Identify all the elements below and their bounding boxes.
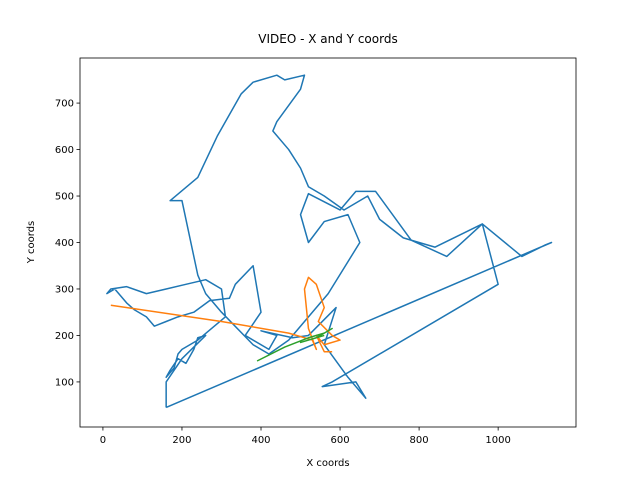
y-tick-label: 400	[55, 238, 74, 249]
data-line	[106, 74, 553, 409]
data-line	[256, 327, 333, 362]
y-axis-label: Y coords	[26, 221, 37, 265]
y-tick-label: 500	[55, 192, 74, 203]
x-tick-label: 400	[251, 435, 270, 446]
chart-title: VIDEO - X and Y coords	[258, 32, 397, 46]
y-tick-label: 100	[55, 377, 74, 388]
y-tick-label: 300	[55, 284, 74, 295]
y-tick-label: 200	[55, 331, 74, 342]
plot-area	[106, 74, 553, 409]
x-axis-label: X coords	[306, 458, 349, 469]
x-tick-label: 0	[100, 435, 106, 446]
y-tick-label: 700	[55, 99, 74, 110]
x-tick-label: 800	[410, 435, 429, 446]
data-line	[110, 276, 341, 353]
x-tick-label: 600	[331, 435, 350, 446]
y-tick-label: 600	[55, 145, 74, 156]
x-tick-label: 1000	[485, 435, 510, 446]
x-tick-label: 200	[172, 435, 191, 446]
